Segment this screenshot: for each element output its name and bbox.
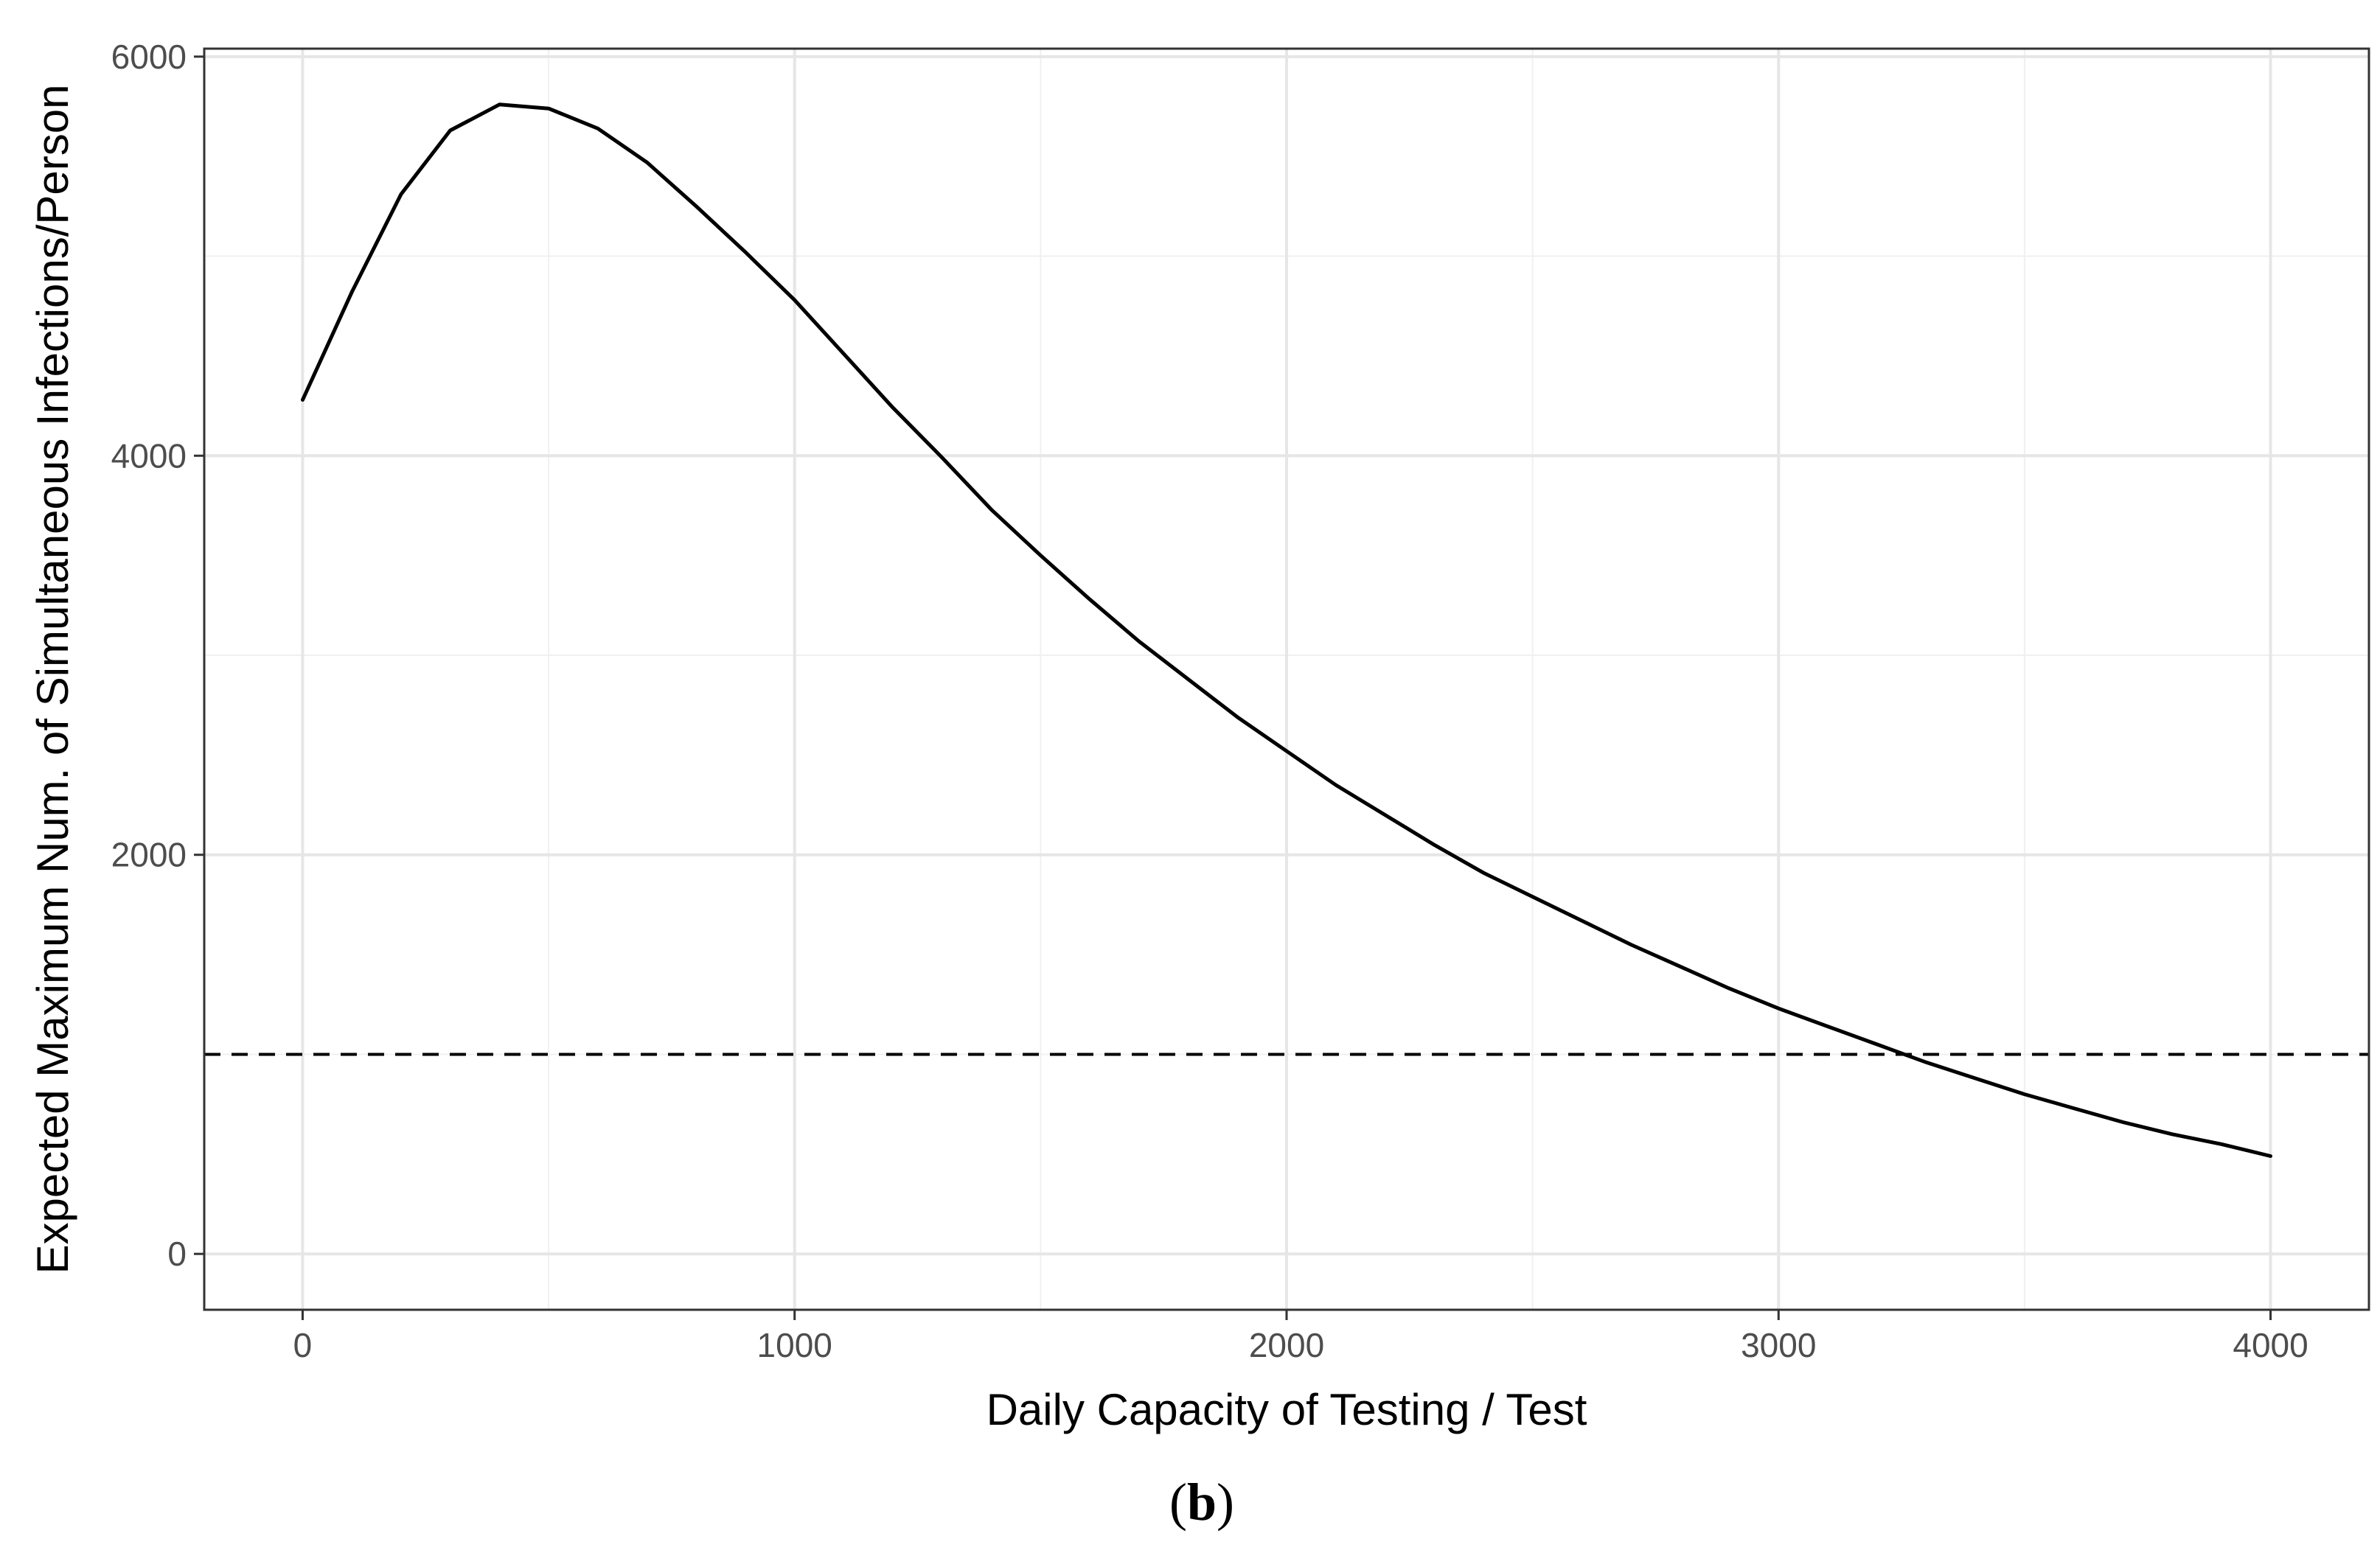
data-series <box>301 102 2272 1158</box>
x-axis-ticks: 0 1000 2000 3000 4000 <box>293 1310 2308 1364</box>
x-tick-label: 2000 <box>1249 1326 1324 1364</box>
x-axis-title: Daily Capacity of Testing / Test <box>987 1385 1587 1434</box>
figure-caption: (b) <box>1169 1473 1234 1532</box>
y-tick-label: 6000 <box>111 38 187 76</box>
y-tick-label: 0 <box>167 1235 187 1273</box>
x-tick-label: 3000 <box>1741 1326 1816 1364</box>
y-axis-ticks: 0 2000 4000 6000 <box>111 38 204 1273</box>
y-axis-title: Expected Maximum Num. of Simultaneous In… <box>28 84 77 1274</box>
series-line <box>301 102 2272 1158</box>
x-tick-label: 4000 <box>2233 1326 2308 1364</box>
major-gridlines <box>204 49 2369 1310</box>
y-tick-label: 2000 <box>111 836 187 874</box>
x-tick-label: 0 <box>293 1326 313 1364</box>
y-tick-label: 4000 <box>111 436 187 475</box>
x-tick-label: 1000 <box>757 1326 832 1364</box>
caption-letter: b <box>1187 1473 1217 1532</box>
